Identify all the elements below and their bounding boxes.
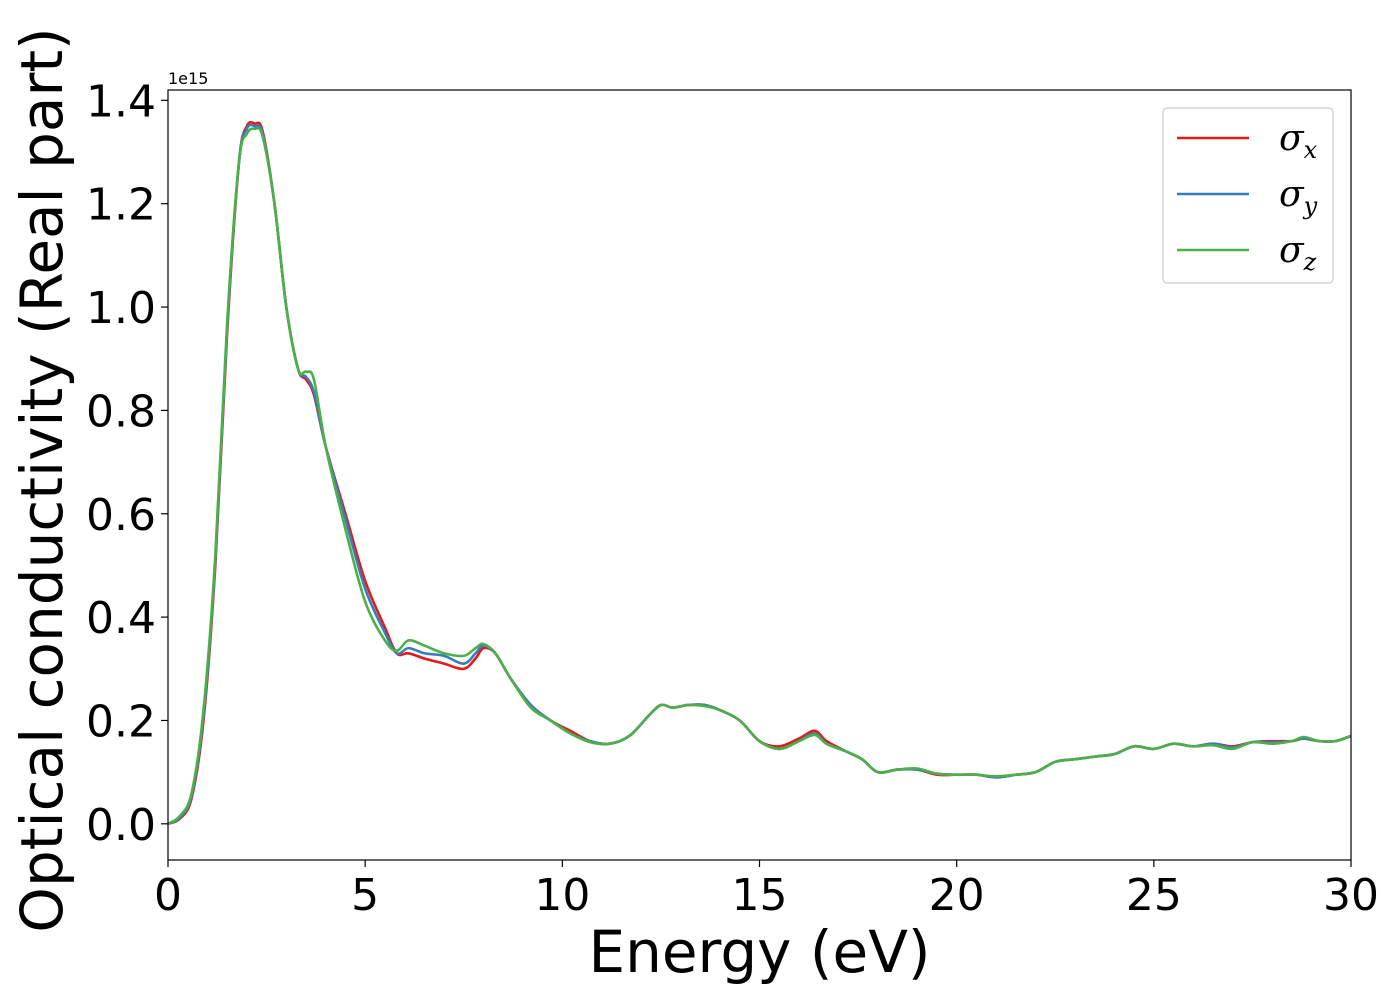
series-line-z [168, 126, 1351, 825]
x-tick-label: 30 [1323, 870, 1379, 921]
y-tick-label: 0.4 [86, 593, 156, 644]
y-tick-label: 0.2 [86, 696, 156, 747]
y-tick-label: 1.4 [86, 76, 156, 127]
x-tick-label: 0 [154, 870, 182, 921]
legend-label-x: σx [1279, 118, 1318, 164]
legend: σx σy σz [1162, 107, 1334, 284]
x-tick-label: 20 [929, 870, 985, 921]
y-offset-label: 1e15 [168, 69, 208, 88]
x-tick-label: 10 [534, 870, 590, 921]
legend-label-y: σy [1279, 174, 1318, 220]
plot-area [167, 89, 1352, 861]
y-tick-label: 1.0 [86, 283, 156, 334]
legend-label-z: σz [1279, 230, 1317, 276]
y-axis-label: Optical conductivity (Real part) [8, 27, 76, 932]
x-axis-ticks: 0 5 10 15 20 25 30 [154, 860, 1379, 921]
plot-background [168, 90, 1351, 860]
x-tick-label: 25 [1126, 870, 1182, 921]
x-axis-label: Energy (eV) [588, 918, 930, 986]
y-tick-label: 1.2 [86, 180, 156, 231]
y-tick-label: 0.8 [86, 386, 156, 437]
y-tick-label: 0.6 [86, 490, 156, 541]
x-tick-label: 15 [732, 870, 788, 921]
y-axis-ticks: 0.0 0.2 0.4 0.6 0.8 1.0 1.2 1.4 [86, 76, 168, 851]
series-lines [168, 120, 1351, 826]
legend-box [1162, 107, 1334, 284]
x-tick-label: 5 [351, 870, 379, 921]
y-tick-label: 0.0 [86, 800, 156, 851]
